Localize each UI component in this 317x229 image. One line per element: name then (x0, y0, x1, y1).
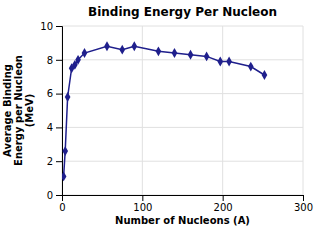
chart-svg: 0 100 200 300 0 2 4 6 8 10 Binding Energy Per Nucl… (0, 0, 317, 229)
tick: 200 (214, 195, 233, 213)
tick-label: 200 (214, 202, 233, 213)
y-axis: 0 2 4 6 8 10 (40, 21, 62, 201)
tick: 8 (47, 55, 62, 66)
data-point (104, 41, 110, 51)
data-point (156, 46, 162, 56)
data-point (204, 51, 210, 61)
tick: 0 (47, 190, 62, 201)
marks (62, 41, 267, 181)
y-axis-label: Average BindingEnergy per Nucleon(MeV) (2, 55, 35, 166)
data-point (119, 45, 125, 55)
tick-mark (56, 94, 62, 95)
grid-line (142, 26, 143, 195)
y-axis-label-line: (MeV) (24, 94, 35, 128)
tick: 4 (47, 122, 62, 133)
data-line (64, 46, 265, 176)
data-point (131, 41, 137, 51)
chart-title: Binding Energy Per Nucleon (88, 5, 277, 19)
tick-label: 6 (47, 88, 53, 99)
tick-label: 100 (133, 202, 152, 213)
tick-mark (56, 127, 62, 128)
data-point (65, 92, 71, 102)
tick: 2 (47, 156, 62, 167)
data-point (172, 48, 178, 58)
grid-line (62, 93, 303, 94)
tick-label: 300 (294, 202, 313, 213)
y-axis-label-line: Average Binding (2, 64, 13, 157)
grid (62, 26, 303, 195)
tick: 100 (133, 195, 152, 213)
tick-mark (56, 161, 62, 162)
data-point (248, 62, 254, 72)
tick-label: 4 (47, 122, 53, 133)
data-point (75, 55, 81, 65)
grid-line (62, 161, 303, 162)
tick-mark (142, 195, 143, 201)
tick-label: 0 (59, 202, 65, 213)
tick-mark (223, 195, 224, 201)
chart-container: 0 100 200 300 0 2 4 6 8 10 Binding Energy Per Nucl… (0, 0, 317, 229)
tick-label: 10 (40, 21, 53, 32)
tick: 300 (294, 195, 313, 213)
x-axis-label: Number of Nucleons (A) (115, 215, 250, 226)
tick-mark (303, 195, 304, 201)
tick-label: 2 (47, 156, 53, 167)
tick: 10 (40, 21, 62, 32)
tick-mark (56, 26, 62, 27)
data-point (217, 57, 223, 67)
grid-line (62, 127, 303, 128)
tick-label: 0 (47, 190, 53, 201)
tick-mark (56, 195, 62, 196)
data-point (226, 57, 232, 67)
data-point (188, 50, 194, 60)
grid-line (222, 26, 223, 195)
plot-area: 0 100 200 300 0 2 4 6 8 10 (40, 21, 313, 213)
tick-label: 8 (47, 55, 53, 66)
x-axis: 0 100 200 300 (59, 195, 313, 213)
grid-line (62, 59, 303, 60)
y-axis-label-line: Energy per Nucleon (13, 55, 24, 166)
grid-line (303, 26, 304, 195)
tick-mark (56, 60, 62, 61)
axis-line (56, 27, 63, 196)
data-point (62, 171, 66, 181)
data-point (262, 70, 268, 80)
grid-line (62, 26, 303, 27)
tick: 0 (59, 195, 65, 213)
axis-line (63, 196, 304, 202)
data-point (82, 48, 88, 58)
tick: 6 (47, 88, 62, 99)
data-point (62, 146, 68, 156)
